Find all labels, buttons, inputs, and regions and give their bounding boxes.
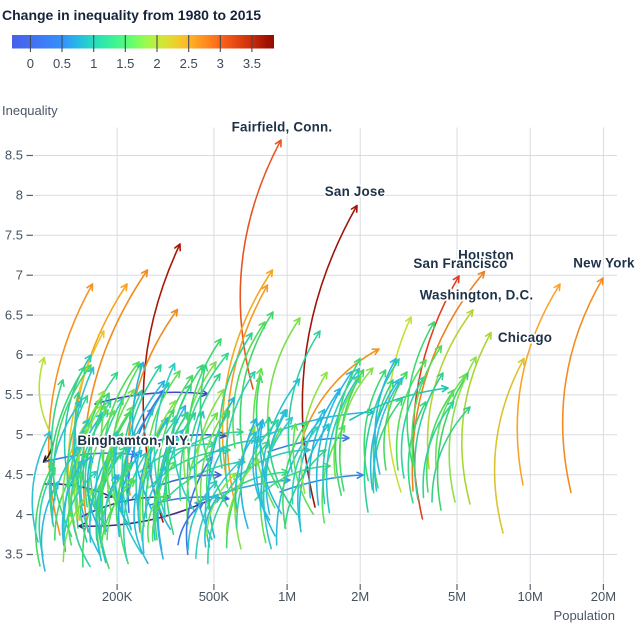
svg-text:Inequality: Inequality [2, 103, 58, 118]
svg-text:5: 5 [16, 427, 23, 442]
svg-text:2: 2 [153, 56, 160, 71]
svg-text:500K: 500K [199, 589, 230, 604]
svg-text:New York: New York [573, 256, 635, 271]
svg-text:4.5: 4.5 [5, 467, 23, 482]
svg-text:Fairfield, Conn.: Fairfield, Conn. [232, 120, 333, 135]
svg-text:Washington, D.C.: Washington, D.C. [420, 288, 534, 303]
svg-text:3.5: 3.5 [243, 56, 261, 71]
svg-text:6: 6 [16, 347, 23, 362]
svg-text:San Francisco: San Francisco [413, 256, 507, 271]
svg-text:San Francisco: San Francisco [413, 256, 507, 271]
svg-text:Binghamton, N.Y.: Binghamton, N.Y. [77, 433, 190, 448]
svg-text:Population: Population [554, 608, 615, 623]
svg-text:8: 8 [16, 188, 23, 203]
svg-text:Washington, D.C.: Washington, D.C. [420, 288, 534, 303]
svg-text:San Jose: San Jose [325, 184, 385, 199]
svg-text:3: 3 [217, 56, 224, 71]
svg-text:Binghamton, N.Y.: Binghamton, N.Y. [77, 433, 190, 448]
svg-text:7: 7 [16, 267, 23, 282]
svg-text:2.5: 2.5 [180, 56, 198, 71]
svg-text:5.5: 5.5 [5, 387, 23, 402]
svg-text:8.5: 8.5 [5, 148, 23, 163]
svg-text:Houston: Houston [458, 248, 514, 263]
svg-text:Change in inequality from 1980: Change in inequality from 1980 to 2015 [2, 7, 261, 23]
svg-text:1M: 1M [278, 589, 296, 604]
svg-text:1.5: 1.5 [116, 56, 134, 71]
svg-text:0: 0 [27, 56, 34, 71]
svg-text:1: 1 [90, 56, 97, 71]
svg-text:Fairfield, Conn.: Fairfield, Conn. [232, 120, 333, 135]
svg-text:Chicago: Chicago [498, 330, 552, 345]
svg-text:200K: 200K [102, 589, 133, 604]
svg-text:San Jose: San Jose [325, 184, 385, 199]
svg-text:2M: 2M [351, 589, 369, 604]
svg-text:New York: New York [573, 256, 635, 271]
svg-text:0.5: 0.5 [53, 56, 71, 71]
svg-text:3.5: 3.5 [5, 547, 23, 562]
svg-text:4: 4 [16, 507, 23, 522]
svg-text:6.5: 6.5 [5, 307, 23, 322]
svg-text:7.5: 7.5 [5, 228, 23, 243]
svg-text:Houston: Houston [458, 248, 514, 263]
svg-text:Chicago: Chicago [498, 330, 552, 345]
svg-text:20M: 20M [591, 589, 616, 604]
svg-text:5M: 5M [448, 589, 466, 604]
svg-text:10M: 10M [518, 589, 543, 604]
